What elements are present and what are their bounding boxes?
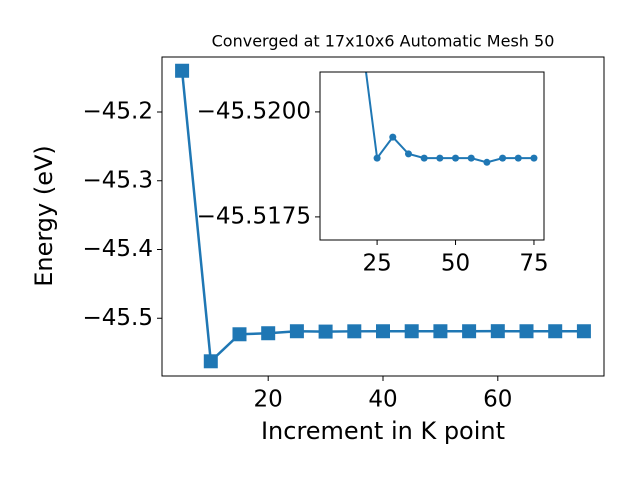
marker: [289, 324, 304, 339]
marker: [404, 324, 419, 339]
plot-area: [320, 72, 544, 240]
marker: [318, 324, 333, 339]
marker: [548, 324, 563, 339]
y-tick-label: −45.3: [83, 167, 153, 193]
marker: [203, 354, 218, 369]
marker: [347, 324, 362, 339]
marker: [467, 154, 475, 162]
x-tick-label: 50: [441, 251, 470, 277]
y-tick-label: −45.5200: [197, 98, 311, 124]
marker: [436, 154, 444, 162]
marker: [404, 150, 412, 158]
marker: [373, 154, 381, 162]
marker: [175, 63, 190, 78]
marker: [530, 154, 538, 162]
marker: [499, 154, 507, 162]
y-tick-label: −45.5175: [197, 203, 311, 229]
marker: [433, 324, 448, 339]
marker: [462, 324, 477, 339]
marker: [490, 324, 505, 339]
marker: [514, 154, 522, 162]
x-tick-label: 40: [368, 387, 397, 413]
x-tick-label: 75: [519, 251, 548, 277]
chart-title: Converged at 17x10x6 Automatic Mesh 50: [212, 32, 555, 51]
x-tick-label: 25: [362, 251, 391, 277]
x-tick-label: 60: [483, 387, 512, 413]
marker: [519, 324, 534, 339]
x-axis-label: Increment in K point: [261, 417, 505, 445]
y-tick-label: −45.2: [83, 99, 153, 125]
marker: [420, 154, 428, 162]
x-tick-label: 20: [254, 387, 283, 413]
y-axis-label: Energy (eV): [30, 145, 58, 287]
marker: [389, 133, 397, 141]
marker: [452, 154, 460, 162]
y-tick-label: −45.5: [83, 305, 153, 331]
plot-clip: [175, 63, 591, 369]
marker: [261, 326, 276, 341]
marker: [576, 324, 591, 339]
marker: [376, 324, 390, 339]
y-tick-label: −45.4: [83, 236, 153, 262]
marker: [232, 327, 247, 342]
marker: [483, 158, 491, 166]
axes-frame: [319, 71, 545, 241]
plot-clip: [365, 72, 538, 166]
